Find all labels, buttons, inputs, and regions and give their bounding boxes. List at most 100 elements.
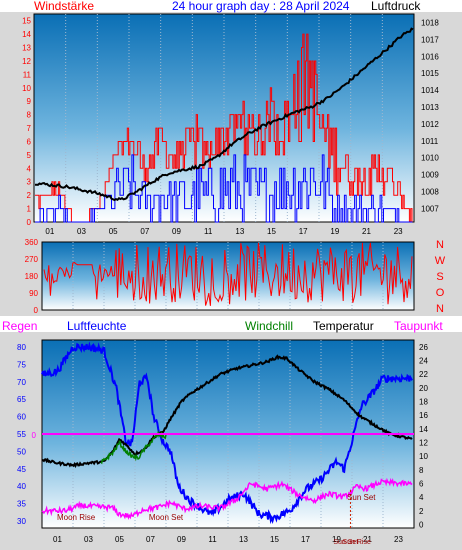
temperature-tick-label: 12 xyxy=(419,439,428,448)
temperature-tick-label: 24 xyxy=(419,357,428,366)
temperature-tick-label: 8 xyxy=(419,466,424,475)
humidity-tick-label: 45 xyxy=(17,465,26,474)
wind-tick-label: 15 xyxy=(22,17,31,26)
rain-zero-label: 0 xyxy=(32,431,37,440)
wind-x-tick-label: 17 xyxy=(299,227,308,236)
temperature-tick-label: 2 xyxy=(419,507,424,516)
direction-tick-label: 270 xyxy=(25,255,39,264)
pressure-axis-title: Luftdruck xyxy=(371,0,421,13)
legend-regen: Regen xyxy=(2,319,38,333)
temp-x-tick-label: 13 xyxy=(239,535,248,544)
temperature-tick-label: 18 xyxy=(419,398,428,407)
compass-label: W xyxy=(435,255,446,267)
temp-x-tick-label: 03 xyxy=(84,535,93,544)
pressure-tick-label: 1010 xyxy=(421,154,439,163)
wind-tick-label: 13 xyxy=(22,44,31,53)
temp-x-tick-label: 23 xyxy=(394,535,403,544)
legend-taupunkt: Taupunkt xyxy=(394,319,443,333)
sun-set-bottom-label: Sun Set xyxy=(333,539,358,546)
wind-tick-label: 2 xyxy=(27,191,32,200)
wind-axis-title: Windstärke xyxy=(34,0,95,13)
direction-tick-label: 90 xyxy=(29,289,38,298)
temperature-tick-label: 26 xyxy=(419,343,428,352)
sun-rise-label: Sun Rise xyxy=(342,539,371,546)
legend-luftfeuchte: Luftfeuchte xyxy=(67,319,127,333)
dewpoint-series xyxy=(41,477,413,520)
wind-tick-label: 6 xyxy=(27,137,32,146)
humidity-tick-label: 40 xyxy=(17,482,26,491)
wind-tick-label: 4 xyxy=(27,164,32,173)
pressure-tick-label: 1011 xyxy=(421,137,439,146)
temperature-tick-label: 22 xyxy=(419,370,428,379)
wind-x-tick-label: 11 xyxy=(204,227,213,236)
wind-tick-label: 9 xyxy=(27,97,32,106)
humidity-tick-label: 80 xyxy=(17,343,26,352)
pressure-tick-label: 1012 xyxy=(421,120,439,129)
pressure-tick-label: 1017 xyxy=(421,35,439,44)
legend-windchill: Windchill xyxy=(245,319,294,333)
temp-x-tick-label: 01 xyxy=(53,535,62,544)
sun-set-label: Sun Set xyxy=(347,493,376,502)
pressure-series xyxy=(35,27,414,202)
direction-tick-label: 360 xyxy=(25,238,39,247)
compass-label: O xyxy=(436,287,445,299)
wind-x-tick-label: 13 xyxy=(235,227,244,236)
temperature-tick-label: 4 xyxy=(419,493,424,502)
wind-tick-label: 0 xyxy=(27,218,32,227)
compass-label: N xyxy=(436,239,444,251)
temperature-tick-label: 10 xyxy=(419,452,428,461)
wind-tick-label: 12 xyxy=(22,57,31,66)
temperature-tick-label: 16 xyxy=(419,411,428,420)
humidity-series xyxy=(41,341,413,525)
wind-x-tick-label: 23 xyxy=(394,227,403,236)
compass-label: S xyxy=(436,271,443,283)
direction-tick-label: 180 xyxy=(25,272,39,281)
legend-temperatur: Temperatur xyxy=(313,319,374,333)
wind-tick-label: 11 xyxy=(23,70,32,79)
temperature-series xyxy=(41,354,413,469)
wind-x-tick-label: 03 xyxy=(77,227,86,236)
humidity-tick-label: 55 xyxy=(17,430,26,439)
humidity-tick-label: 75 xyxy=(17,360,26,369)
humidity-tick-label: 35 xyxy=(17,500,26,509)
wind-x-tick-label: 07 xyxy=(140,227,149,236)
wind-tick-label: 8 xyxy=(27,111,32,120)
wind-gust-series xyxy=(35,33,413,223)
wind-x-tick-label: 21 xyxy=(362,227,371,236)
wind-average-series xyxy=(35,154,413,223)
temp-x-tick-label: 05 xyxy=(115,535,124,544)
chart-title: 24 hour graph day : 28 April 2024 xyxy=(172,0,350,13)
temp-x-tick-label: 15 xyxy=(270,535,279,544)
moon-set-label: Moon Set xyxy=(149,513,184,522)
temp-x-tick-label: 07 xyxy=(146,535,155,544)
pressure-tick-label: 1007 xyxy=(421,204,439,213)
temp-x-tick-label: 17 xyxy=(301,535,310,544)
moon-rise-label: Moon Rise xyxy=(57,513,96,522)
pressure-tick-label: 1016 xyxy=(421,52,439,61)
humidity-tick-label: 60 xyxy=(17,413,26,422)
humidity-tick-label: 50 xyxy=(17,447,26,456)
wind-tick-label: 14 xyxy=(22,30,31,39)
temp-x-tick-label: 19 xyxy=(332,535,341,544)
temp-x-tick-label: 11 xyxy=(208,535,217,544)
pressure-tick-label: 1014 xyxy=(421,86,439,95)
wind-direction-series xyxy=(43,242,413,306)
temperature-tick-label: 14 xyxy=(419,425,428,434)
temp-x-tick-label: 21 xyxy=(363,535,372,544)
direction-tick-label: 0 xyxy=(34,306,39,315)
temperature-tick-label: 20 xyxy=(419,384,428,393)
wind-x-tick-label: 15 xyxy=(267,227,276,236)
wind-x-tick-label: 09 xyxy=(172,227,181,236)
humidity-tick-label: 65 xyxy=(17,395,26,404)
wind-tick-label: 10 xyxy=(22,84,31,93)
wind-tick-label: 5 xyxy=(27,151,32,160)
pressure-tick-label: 1015 xyxy=(421,69,439,78)
pressure-tick-label: 1009 xyxy=(421,171,439,180)
wind-tick-label: 7 xyxy=(27,124,32,133)
humidity-tick-label: 70 xyxy=(17,378,26,387)
humidity-tick-label: 30 xyxy=(17,517,26,526)
wind-x-tick-label: 01 xyxy=(45,227,54,236)
wind-x-tick-label: 19 xyxy=(330,227,339,236)
